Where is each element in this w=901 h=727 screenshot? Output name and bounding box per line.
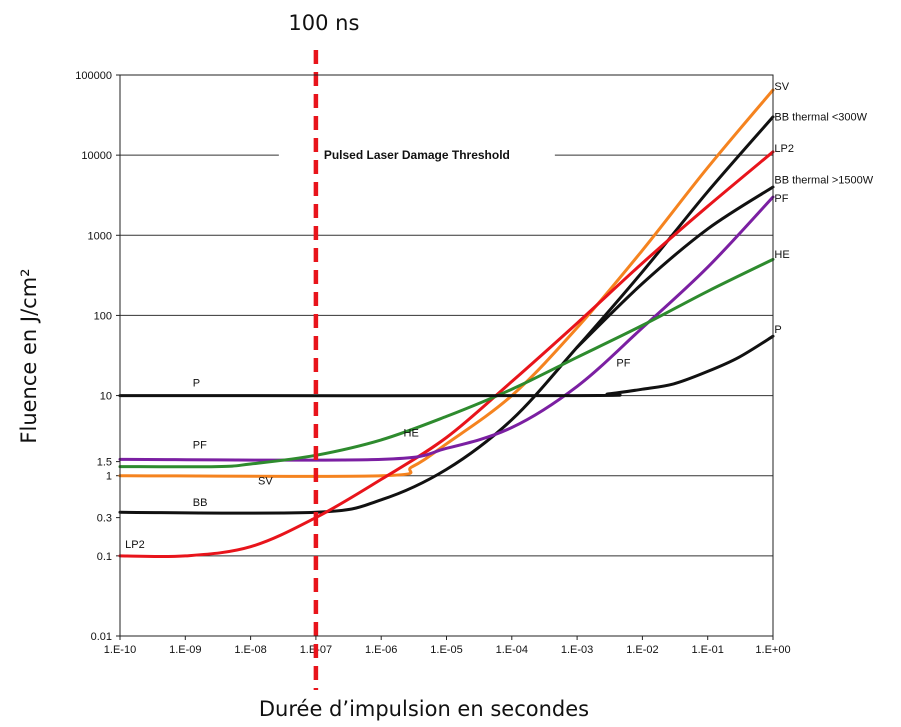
x-axis-title: Durée d’impulsion en secondes xyxy=(259,697,589,721)
y-tick-label: 0.01 xyxy=(91,631,112,643)
curve-label-sv: SV xyxy=(774,81,789,93)
axis-ticks: 100000 10000 1000 100 10 1.5 1 0.3 0.1 0.011.E-10… xyxy=(75,70,790,656)
curve-label-sv: SV xyxy=(258,475,273,487)
y-tick-label: 100 xyxy=(94,310,112,322)
x-tick-label: 1.E+00 xyxy=(755,644,790,656)
curve-label-bb-thermal-300w: BB thermal <300W xyxy=(774,112,867,124)
curve-label-he: HE xyxy=(404,427,419,439)
threshold-banner-text: Pulsed Laser Damage Threshold xyxy=(324,148,510,162)
x-tick-label: 1.E-05 xyxy=(430,644,462,656)
curve-labels: SV SV BB BB thermal <300W BB thermal >1500W L… xyxy=(125,81,874,551)
curve-label-pf: PF xyxy=(616,358,630,370)
series-line-he xyxy=(118,257,775,469)
curve-label-p: P xyxy=(774,324,781,336)
x-tick-label: 1.E-04 xyxy=(496,644,528,656)
curve-label-p: P xyxy=(193,377,200,389)
x-tick-label: 1.E-10 xyxy=(104,644,136,656)
marker-label-100ns: 100 ns xyxy=(288,11,359,35)
y-tick-label: 1 xyxy=(106,471,112,483)
threshold-banner-bg xyxy=(278,145,555,166)
curve-label-pf: PF xyxy=(774,193,788,205)
y-tick-label: 10 xyxy=(100,391,112,403)
curve-label-lp2: LP2 xyxy=(774,143,794,155)
vertical-marker: 100 ns xyxy=(288,11,359,690)
curve-label-lp2: LP2 xyxy=(125,539,145,551)
curve-label-bb-thermal-300w: BB xyxy=(193,497,208,509)
series-curves xyxy=(118,88,775,559)
y-tick-label: 100000 xyxy=(75,70,112,82)
y-tick-label: 10000 xyxy=(81,150,112,162)
plot-frame xyxy=(119,74,774,637)
threshold-banner: Pulsed Laser Damage Threshold xyxy=(278,145,555,166)
series-line-pf xyxy=(118,195,775,462)
curve-label-he: HE xyxy=(774,249,789,261)
y-tick-label: 1.5 xyxy=(97,457,112,469)
x-tick-label: 1.E-06 xyxy=(365,644,397,656)
curve-label-pf: PF xyxy=(193,439,207,451)
y-axis-title: Fluence en J/cm² xyxy=(17,268,41,443)
series-line-bb-thermal-1500w xyxy=(575,185,775,349)
series-line-p xyxy=(118,334,775,398)
x-tick-label: 1.E-09 xyxy=(169,644,201,656)
series-line-lp2 xyxy=(118,150,775,559)
y-tick-label: 0.3 xyxy=(97,513,112,525)
x-tick-label: 1.E-02 xyxy=(626,644,658,656)
curve-label-bb-thermal-1500w: BB thermal >1500W xyxy=(774,175,873,187)
y-tick-label: 0.1 xyxy=(97,551,112,563)
y-tick-label: 1000 xyxy=(88,230,112,242)
x-tick-label: 1.E-01 xyxy=(691,644,723,656)
x-tick-label: 1.E-03 xyxy=(561,644,593,656)
x-tick-label: 1.E-08 xyxy=(234,644,266,656)
